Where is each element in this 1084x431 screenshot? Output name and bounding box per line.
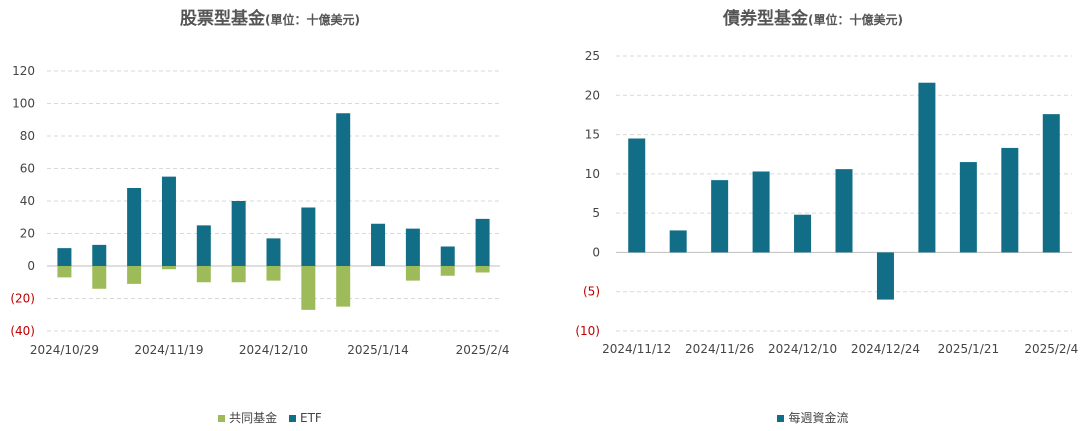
y-tick-label: 60: [20, 162, 35, 176]
bar: [336, 266, 351, 307]
bar: [711, 180, 729, 253]
bar: [669, 230, 687, 253]
bar: [92, 244, 107, 266]
bar: [405, 266, 420, 281]
x-tick-label: 2024/12/10: [768, 342, 837, 356]
bar: [127, 188, 142, 266]
bar: [794, 214, 812, 253]
legend-label-weekly-flow: 每週資金流: [788, 411, 849, 425]
x-tick-label: 2024/11/12: [602, 342, 671, 356]
x-tick-label: 2024/10/29: [30, 343, 99, 357]
x-tick-label: 2024/12/10: [239, 343, 308, 357]
x-tick-label: 2025/2/4: [456, 343, 510, 357]
bar: [57, 266, 72, 278]
bar: [918, 82, 936, 253]
y-tick-label: 0: [592, 245, 600, 259]
bar: [628, 138, 646, 253]
y-tick-label: 15: [585, 128, 600, 142]
y-tick-label: 5: [592, 206, 600, 220]
bar: [92, 266, 107, 289]
x-tick-label: 2025/1/14: [347, 343, 409, 357]
bar: [835, 169, 853, 253]
chart-title-main: 債券型基金: [723, 9, 808, 29]
chart-title-unit: (單位：十億美元): [265, 13, 360, 27]
x-tick-label: 2025/2/4: [1024, 342, 1078, 356]
legend-swatch-weekly-flow: [777, 415, 785, 422]
chart-title: 債券型基金(單位：十億美元): [542, 4, 1084, 29]
bar: [475, 266, 490, 273]
legend-label-etf: ETF: [300, 411, 322, 425]
bar: [231, 266, 246, 283]
bar: [371, 223, 386, 266]
bar: [440, 266, 455, 276]
y-tick-label: 120: [12, 64, 35, 78]
bar: [475, 218, 490, 266]
legend-item-etf: ETF: [289, 411, 322, 425]
chart-legend: 每週資金流: [542, 409, 1084, 426]
bond-plot-area: 25 20 15 10 5 0 (5) (10)2024/11/12 2024/11/26 202…: [575, 49, 1078, 356]
bar: [301, 207, 316, 266]
bar: [196, 225, 211, 266]
y-tick-label: 20: [585, 88, 600, 102]
y-tick-label: 40: [20, 194, 35, 208]
equity-plot-area: 120 100 80 60 40 20 0 (20) (40) 2024/10/29 2024/11…: [10, 64, 510, 357]
bar: [161, 176, 176, 266]
x-tick-label: 2024/11/19: [134, 343, 203, 357]
bar: [1001, 147, 1019, 253]
legend-swatch-mutual-fund: [218, 415, 226, 422]
bar: [959, 162, 977, 253]
x-tick-label: 2024/12/24: [851, 342, 920, 356]
y-tick-label: 20: [20, 227, 35, 241]
bar: [1042, 114, 1060, 253]
bar: [196, 266, 211, 283]
bar: [336, 113, 351, 266]
bar: [127, 266, 142, 284]
legend-swatch-etf: [289, 415, 296, 422]
y-tick-label: 25: [585, 49, 600, 63]
bar: [405, 228, 420, 266]
bar: [161, 266, 176, 270]
y-tick-label: (5): [583, 285, 600, 299]
x-tick-label: 2025/1/21: [938, 342, 1000, 356]
chart-legend: 共同基金 ETF: [0, 409, 540, 426]
bar: [876, 252, 894, 300]
equity-fund-chart: 股票型基金(單位：十億美元) 120 100 80 60 40 20 0 (20) (40) 20…: [0, 0, 540, 431]
chart-title-unit: (單位：十億美元): [808, 13, 903, 27]
bar: [266, 238, 281, 266]
bar: [57, 248, 72, 266]
bar: [440, 246, 455, 266]
y-tick-label: 100: [12, 97, 35, 111]
bond-fund-chart: 債券型基金(單位：十億美元) 25 20 15 10 5 0 (5) (10) 2024/11/…: [542, 0, 1084, 431]
legend-label-mutual-fund: 共同基金: [229, 411, 278, 425]
bar: [752, 171, 770, 253]
y-tick-label: (10): [575, 324, 600, 338]
chart-title: 股票型基金(單位：十億美元): [0, 4, 540, 29]
bar: [301, 266, 316, 310]
y-tick-label: (20): [10, 292, 35, 306]
y-tick-label: 0: [27, 259, 35, 273]
chart-title-main: 股票型基金: [180, 9, 265, 29]
bar: [266, 266, 281, 281]
bar: [231, 201, 246, 266]
y-tick-label: 10: [585, 167, 600, 181]
y-tick-label: 80: [20, 129, 35, 143]
legend-item-mutual-fund: 共同基金: [218, 409, 277, 426]
y-tick-label: (40): [10, 324, 35, 338]
legend-item-weekly-flow: 每週資金流: [777, 409, 849, 426]
x-tick-label: 2024/11/26: [685, 342, 754, 356]
